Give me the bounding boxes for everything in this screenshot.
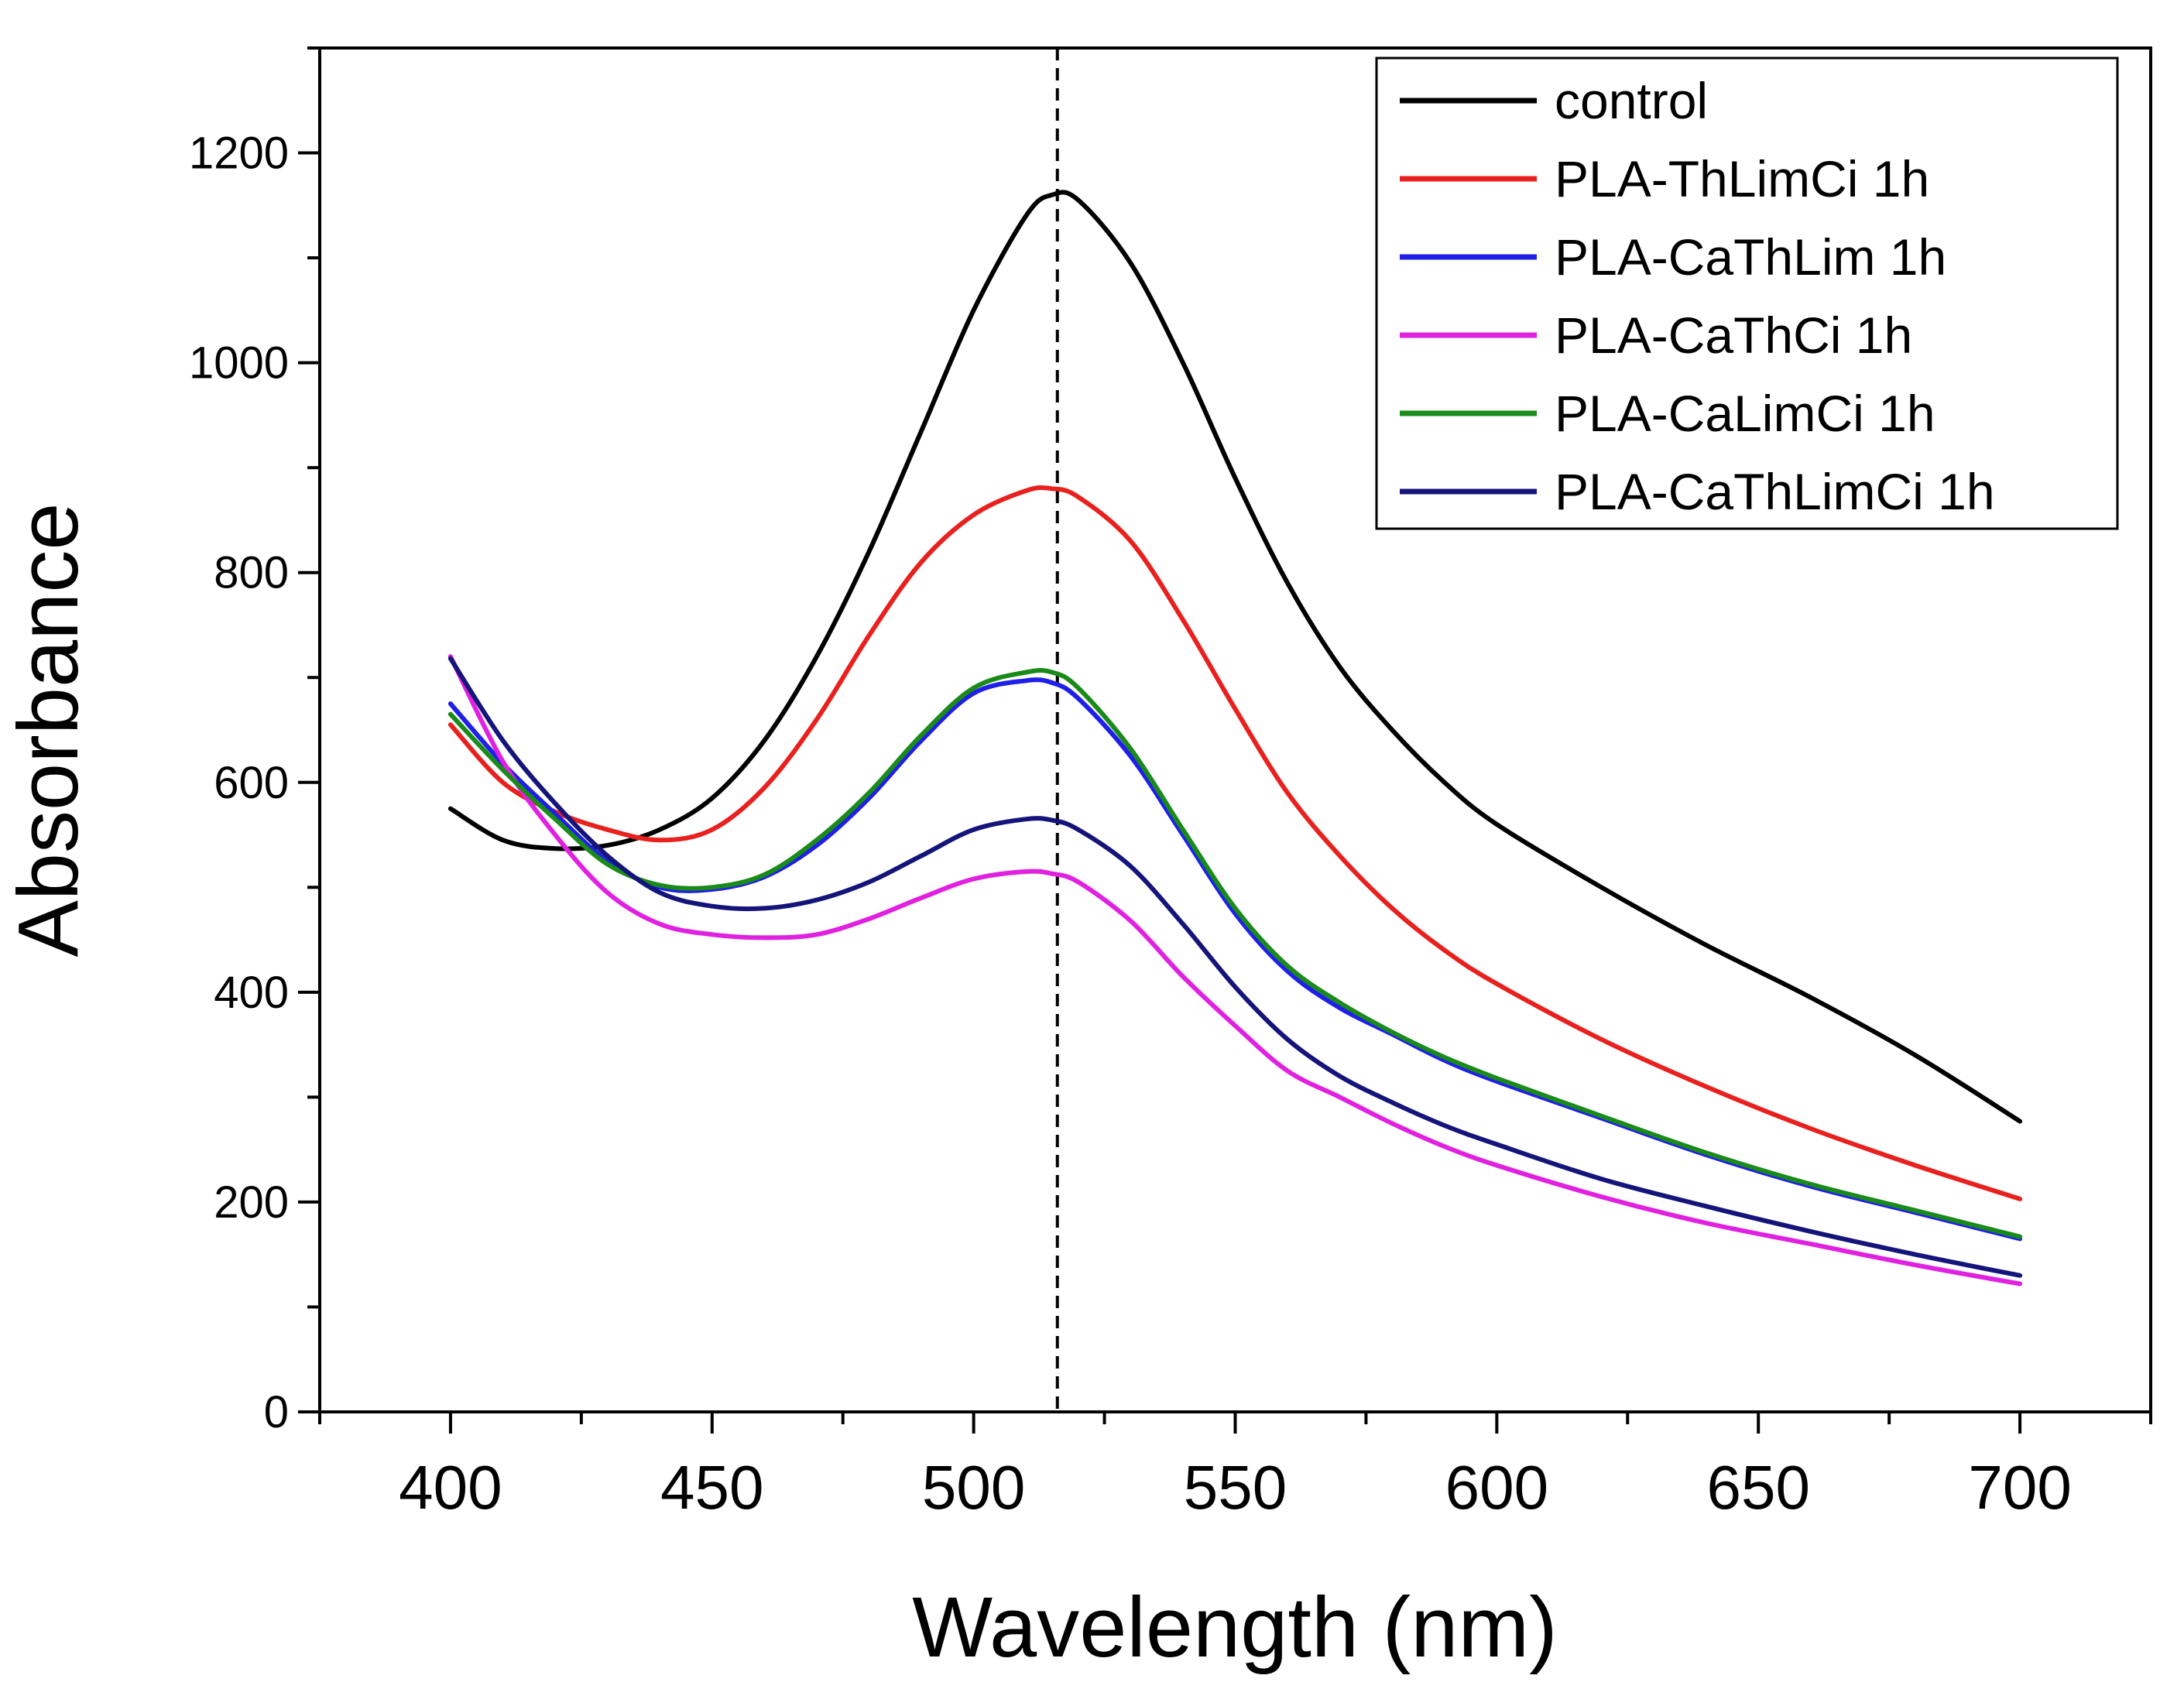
legend-label-3: PLA-CaThLim 1h bbox=[1555, 228, 1946, 286]
series-line-1 bbox=[447, 190, 2023, 1124]
x-tick-label: 400 bbox=[399, 1453, 502, 1522]
y-axis-title: Absorbance bbox=[1, 502, 96, 957]
legend-box bbox=[1375, 57, 2119, 530]
x-tick-labels: 400 450 500 550 600 650 700 bbox=[399, 1453, 2072, 1522]
series-line-6 bbox=[447, 656, 2023, 1278]
legend: control PLA-ThLimCi 1h PLA-CaThLim 1h PLA-C… bbox=[1375, 57, 2119, 530]
series-line-2 bbox=[447, 485, 2023, 1201]
series-line-5 bbox=[447, 667, 2023, 1239]
series-line-4 bbox=[447, 654, 2023, 1286]
x-tick-label: 650 bbox=[1706, 1453, 1809, 1522]
legend-label-1: control bbox=[1555, 72, 1708, 129]
legend-label-2: PLA-ThLimCi 1h bbox=[1555, 150, 1929, 207]
y-tick-label: 1200 bbox=[189, 128, 289, 179]
y-tick-label: 0 bbox=[264, 1387, 289, 1437]
legend-label-6: PLA-CaThLimCi 1h bbox=[1555, 463, 1995, 520]
series-layer bbox=[447, 190, 2023, 1286]
x-tick-label: 550 bbox=[1184, 1453, 1287, 1522]
y-tick-label: 1000 bbox=[189, 338, 289, 389]
tick-layer bbox=[298, 46, 2152, 1434]
x-tick-label: 600 bbox=[1445, 1453, 1548, 1522]
y-tick-label: 600 bbox=[214, 758, 289, 808]
x-tick-label: 450 bbox=[660, 1453, 763, 1522]
y-tick-label: 200 bbox=[214, 1177, 289, 1228]
x-tick-label: 700 bbox=[1968, 1453, 2071, 1522]
y-tick-label: 400 bbox=[214, 968, 289, 1018]
legend-items: control PLA-ThLimCi 1h PLA-CaThLim 1h PLA-C… bbox=[1400, 72, 1995, 520]
x-axis-title: Wavelength (nm) bbox=[912, 1580, 1557, 1675]
legend-label-4: PLA-CaThCi 1h bbox=[1555, 307, 1912, 364]
legend-label-5: PLA-CaLimCi 1h bbox=[1555, 385, 1935, 442]
x-tick-label: 500 bbox=[922, 1453, 1025, 1522]
y-tick-labels: 0 200 400 600 800 1000 1200 bbox=[189, 128, 289, 1437]
y-tick-label: 800 bbox=[214, 548, 289, 598]
